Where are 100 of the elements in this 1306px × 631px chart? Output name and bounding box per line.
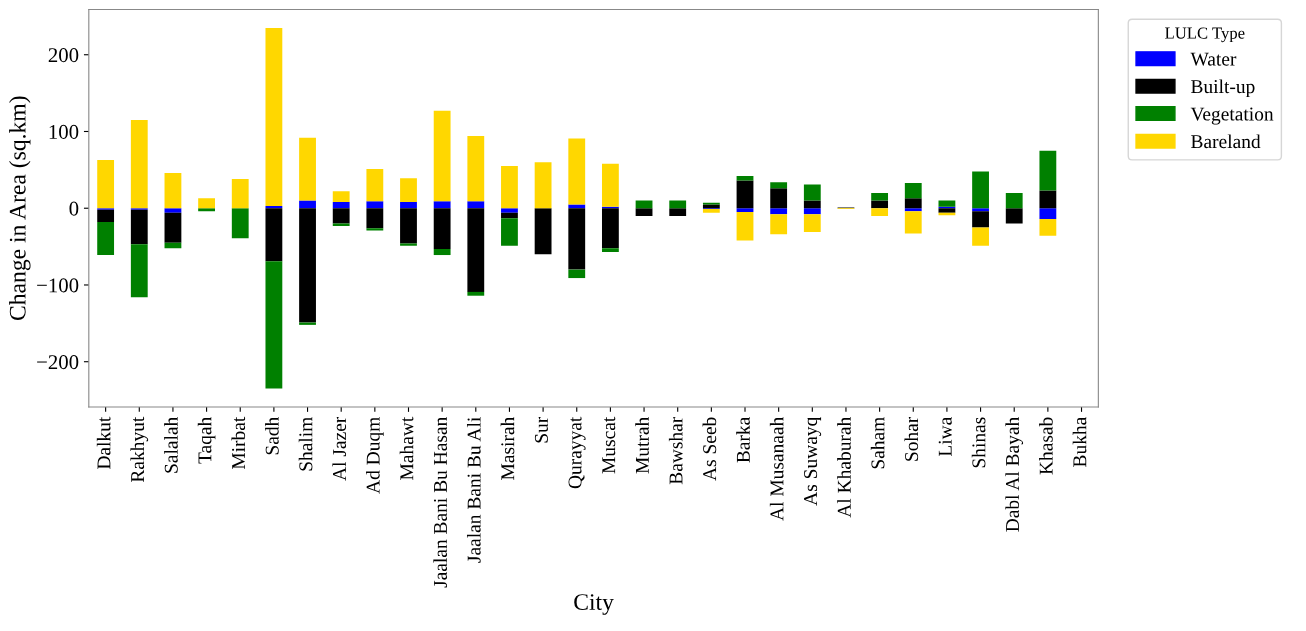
- bar: [299, 208, 316, 323]
- bar: [231, 179, 249, 209]
- bar: [332, 208, 350, 224]
- bar: [97, 159, 115, 209]
- y-tick-label: 100: [49, 124, 79, 139]
- bar: [265, 261, 283, 389]
- bar: [467, 201, 485, 209]
- bar: [736, 176, 754, 181]
- y-axis-title: Change in Area (sq.km): [9, 96, 31, 321]
- bar: [635, 208, 653, 216]
- x-tick-label: Dabl Al Bayah: [1005, 416, 1024, 532]
- x-tick-label: Bukha: [1072, 416, 1087, 467]
- bar: [97, 222, 115, 256]
- bar: [164, 208, 182, 213]
- bar: [299, 200, 316, 209]
- x-tick-label: Ad Duqm: [366, 417, 384, 494]
- bar: [770, 182, 788, 189]
- bar: [904, 208, 922, 212]
- x-tick-label: Saham: [870, 417, 885, 469]
- x-tick-label: Taqah: [197, 416, 216, 464]
- bar: [534, 208, 552, 255]
- bar: [433, 208, 451, 249]
- y-tick-label: 0: [69, 201, 79, 216]
- x-tick-label: Al Khaburah: [837, 416, 851, 518]
- bar: [332, 202, 350, 209]
- x-tick-label: Rakhyut: [130, 416, 149, 483]
- bar: [231, 208, 249, 239]
- bar: [904, 182, 922, 199]
- bar: [467, 208, 485, 292]
- bar: [299, 137, 316, 201]
- y-tick-label: −100: [37, 278, 79, 293]
- legend-title: LULC Type: [1165, 27, 1245, 43]
- bar: [770, 208, 788, 215]
- bar: [904, 211, 922, 234]
- x-tick-label: Mutrah: [635, 416, 649, 474]
- bar: [501, 166, 518, 209]
- bar: [568, 208, 586, 270]
- bar: [803, 184, 821, 201]
- legend-label: Water: [1190, 52, 1237, 66]
- bar: [265, 208, 283, 262]
- x-tick-label: Sur: [534, 416, 548, 443]
- bar: [736, 208, 754, 213]
- x-tick-label: Shinas: [971, 417, 986, 468]
- bar: [1005, 192, 1023, 209]
- x-tick-label: Mahawt: [399, 416, 414, 480]
- x-tick-label: Dalkut: [96, 416, 111, 470]
- bar: [972, 171, 989, 209]
- bar: [601, 163, 619, 207]
- x-tick-label: As Suwayq: [804, 417, 822, 506]
- bar: [198, 198, 215, 209]
- x-tick-label: Barka: [736, 416, 750, 463]
- y-tick-label: −200: [37, 355, 79, 370]
- bar: [770, 188, 788, 209]
- x-axis-title: City: [574, 594, 614, 615]
- bar: [467, 136, 485, 202]
- x-tick-label: Al Musanaah: [769, 416, 784, 521]
- bar: [803, 214, 821, 233]
- x-tick-label: As Seeb: [702, 417, 717, 481]
- bar: [130, 244, 148, 298]
- bar: [400, 208, 417, 244]
- bar: [702, 204, 720, 209]
- bar: [501, 218, 518, 246]
- bar: [770, 214, 788, 235]
- bar: [601, 248, 619, 252]
- bar: [1039, 150, 1057, 191]
- x-tick-label: Sadh: [265, 416, 279, 455]
- bar: [972, 211, 989, 228]
- bar: [972, 227, 989, 246]
- bar: [871, 200, 889, 209]
- bar: [130, 209, 148, 245]
- bar: [736, 180, 754, 209]
- bar: [433, 248, 451, 256]
- x-tick-label: Jaalan Bani Bu Hasan: [433, 417, 448, 588]
- x-tick-label: Shalim: [298, 417, 313, 471]
- bar: [568, 138, 586, 205]
- bar: [164, 172, 182, 209]
- x-tick-label: Qurayyat: [568, 416, 586, 489]
- bar: [736, 212, 754, 241]
- bar: [501, 212, 518, 219]
- bar: [400, 202, 417, 209]
- y-tick-label: 200: [48, 48, 79, 63]
- bar: [669, 200, 687, 209]
- bar: [366, 201, 384, 209]
- x-tick-label: Al Jazer: [332, 416, 347, 481]
- bar: [400, 178, 417, 203]
- x-tick-label: Liwa: [938, 416, 952, 457]
- bar: [1005, 208, 1023, 224]
- x-tick-label: Bawshar: [668, 416, 683, 485]
- bar: [366, 169, 384, 202]
- bar: [265, 27, 283, 206]
- bar: [803, 200, 821, 209]
- bar: [938, 208, 956, 213]
- x-tick-label: Jaalan Bani Bu Ali: [466, 417, 481, 563]
- bar: [568, 269, 586, 279]
- bar: [972, 208, 989, 212]
- legend-label: Vegetation: [1190, 107, 1274, 125]
- x-tick-label: Sohar: [904, 416, 919, 461]
- bar: [568, 204, 586, 209]
- bar: [904, 198, 922, 209]
- bar: [433, 201, 451, 209]
